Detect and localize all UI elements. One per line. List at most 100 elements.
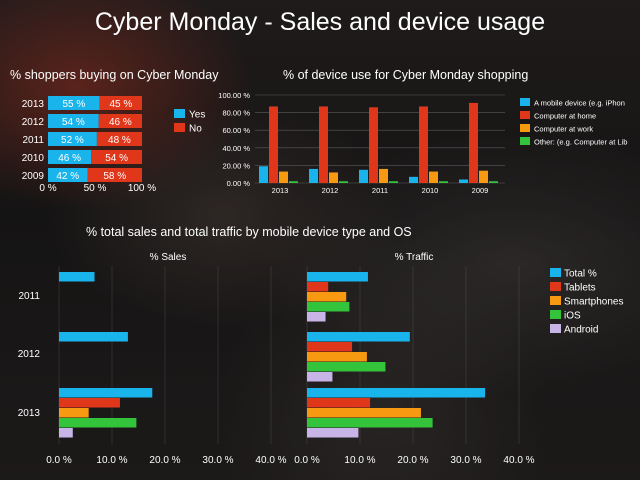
chart3-x-tick: 30.0 % (450, 455, 481, 466)
chart2-bar (379, 168, 388, 183)
chart3-legend-swatch (550, 282, 561, 291)
chart3-legend-label: Android (564, 325, 598, 336)
chart2-bar (419, 106, 428, 183)
chart3-bar (307, 398, 371, 408)
chart3-bar (59, 388, 153, 398)
chart2-bar (439, 181, 448, 183)
chart3-bar (59, 332, 128, 342)
chart1-data-label: 54 % (62, 117, 85, 128)
chart3-bar (307, 408, 421, 418)
chart3-x-tick: 40.0 % (255, 455, 286, 466)
chart3-x-tick: 40.0 % (503, 455, 534, 466)
chart3-bar (307, 352, 367, 362)
chart2-title: % of device use for Cyber Monday shoppin… (283, 68, 529, 82)
chart2-bar (389, 181, 398, 183)
chart2-legend-swatch (520, 124, 530, 132)
chart3-bar (307, 362, 386, 372)
chart2-legend-label: A mobile device (e.g. iPhon (534, 99, 625, 108)
chart2-bar (309, 168, 318, 183)
chart3-legend-swatch (550, 268, 561, 277)
chart1-category-label: 2011 (22, 135, 44, 146)
chart3-category-label: 2011 (18, 291, 40, 302)
chart2-category-label: 2011 (372, 186, 388, 195)
chart1-data-label: 45 % (109, 99, 132, 110)
chart1-bar-yes (48, 114, 99, 128)
chart3-x-tick: 0.0 % (294, 455, 320, 466)
chart1-data-label: 58 % (103, 171, 126, 182)
chart1-bar-yes (48, 150, 92, 164)
chart2-bar (489, 181, 498, 183)
chart3-bar (307, 312, 326, 322)
chart2-category-label: 2010 (422, 186, 439, 195)
chart2-y-tick: 60.00 % (222, 126, 250, 135)
chart1-category-label: 2010 (22, 153, 45, 164)
chart3-bar (307, 388, 486, 398)
chart1-legend-swatch (174, 109, 185, 118)
chart3-legend-swatch (550, 310, 561, 319)
chart2-legend-label: Other: (e.g. Computer at Lib (534, 138, 627, 147)
chart3-title: % total sales and total traffic by mobil… (86, 225, 412, 239)
chart1-category-label: 2012 (22, 117, 45, 128)
chart1-bar-yes (48, 96, 100, 110)
chart1-x-tick: 50 % (84, 183, 107, 194)
chart2-legend-swatch (520, 111, 530, 119)
chart1-legend-label: No (189, 124, 202, 135)
chart2-y-tick: 100.00 % (218, 91, 250, 100)
chart3-panel-title: % Traffic (395, 252, 434, 263)
chart2-y-tick: 80.00 % (222, 109, 250, 118)
chart1-bar-no (87, 168, 142, 182)
chart2-legend-swatch (520, 98, 530, 106)
chart1-data-label: 55 % (62, 99, 85, 110)
chart2-category-label: 2013 (272, 186, 289, 195)
chart2-bar (259, 166, 268, 183)
chart3-panel-title: % Sales (150, 252, 187, 263)
chart1-legend-label: Yes (189, 110, 205, 121)
chart1-legend-swatch (174, 123, 185, 132)
chart1-data-label: 54 % (105, 153, 128, 164)
chart2-legend-label: Computer at home (534, 112, 596, 121)
chart3-x-tick: 30.0 % (202, 455, 233, 466)
chart3-legend-swatch (550, 324, 561, 333)
chart3-category-label: 2012 (18, 349, 41, 360)
chart1-category-label: 2013 (22, 99, 45, 110)
chart3-x-tick: 20.0 % (397, 455, 428, 466)
chart3-bar (307, 418, 433, 428)
chart3-legend-swatch (550, 296, 561, 305)
chart2-category-label: 2012 (322, 186, 339, 195)
chart3-legend-label: iOS (564, 311, 581, 322)
chart3-bar (59, 398, 120, 408)
chart3-bar (307, 272, 368, 282)
chart3-category-label: 2013 (18, 408, 41, 419)
page-title: Cyber Monday - Sales and device usage (94, 8, 546, 36)
chart3-bar (307, 332, 410, 342)
chart1-data-label: 46 % (58, 153, 81, 164)
chart2-legend-label: Computer at work (534, 125, 593, 134)
chart3-bar (307, 342, 353, 352)
chart2-bar (469, 102, 478, 183)
chart3-bar (59, 272, 95, 282)
chart1-data-label: 42 % (56, 171, 79, 182)
chart3-bar (59, 408, 89, 418)
chart2-bar (339, 181, 348, 183)
chart3-bar (307, 292, 347, 302)
chart2-bar (319, 106, 328, 183)
chart1-bar-no (99, 96, 142, 110)
chart3-bar (59, 418, 137, 428)
chart1-x-tick: 0 % (39, 183, 56, 194)
chart2-bar (289, 181, 298, 183)
chart2-bar (269, 106, 278, 183)
chart2-bar (359, 169, 368, 183)
chart1-bar-no (98, 114, 142, 128)
chart2-bar (479, 170, 488, 183)
chart2-bar (459, 179, 468, 183)
chart1-title: % shoppers buying on Cyber Monday (10, 68, 219, 82)
chart3-bar (307, 372, 333, 382)
chart2-legend-swatch (520, 137, 530, 145)
chart1-bar-yes (48, 132, 97, 146)
chart3-bar (307, 302, 350, 312)
chart3-x-tick: 10.0 % (96, 455, 127, 466)
chart2-bar (279, 171, 288, 183)
chart2-y-tick: 40.00 % (222, 144, 250, 153)
chart3-x-tick: 20.0 % (149, 455, 180, 466)
